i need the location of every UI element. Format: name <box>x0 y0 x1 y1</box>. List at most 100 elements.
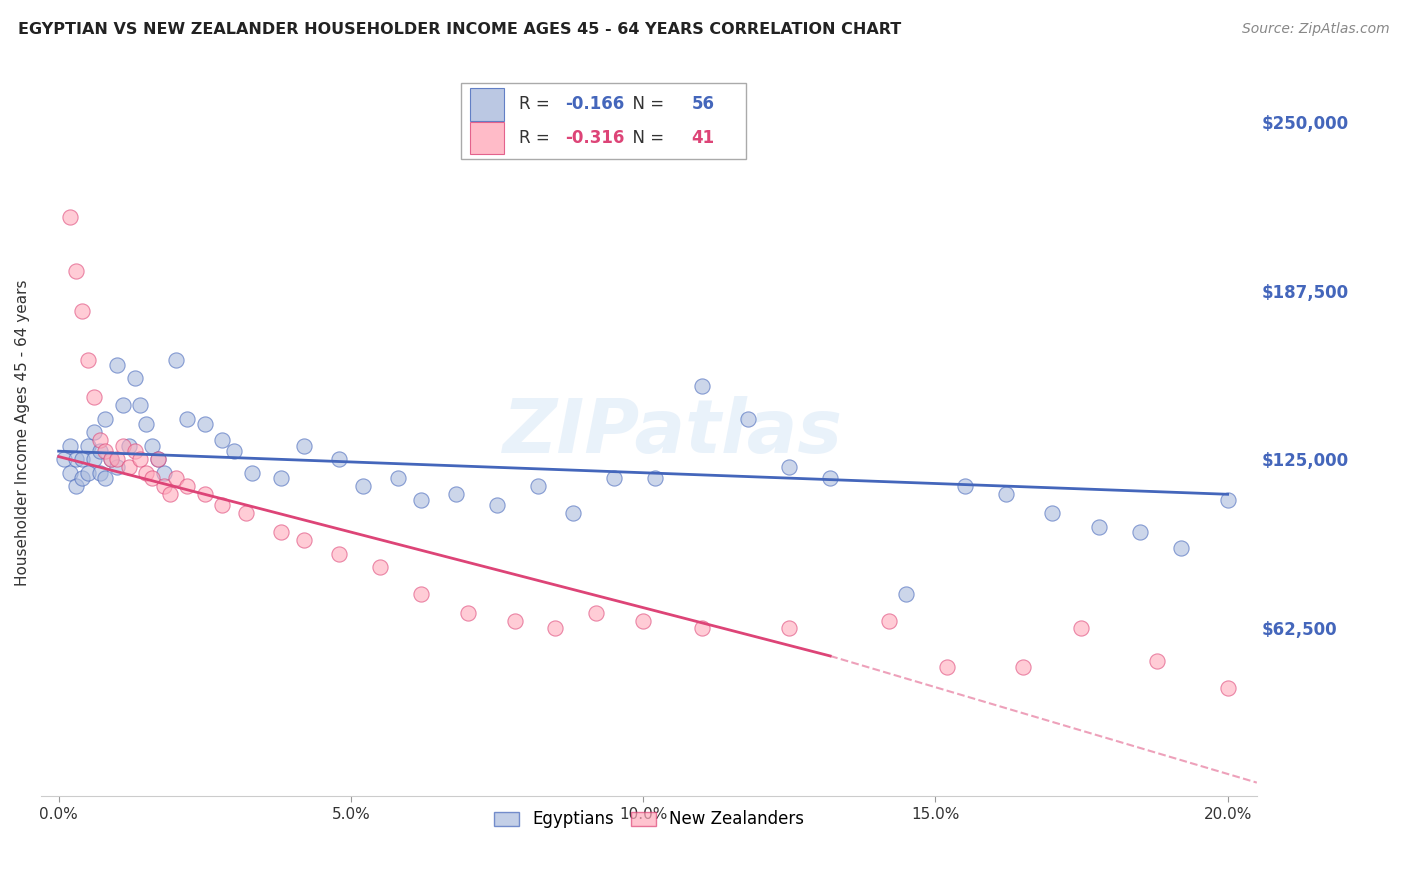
Point <box>141 471 163 485</box>
Text: 56: 56 <box>692 95 714 113</box>
Point <box>76 352 98 367</box>
Text: R =: R = <box>519 95 555 113</box>
Text: -0.166: -0.166 <box>565 95 624 113</box>
Point <box>135 417 157 432</box>
Point <box>1012 659 1035 673</box>
Point <box>818 471 841 485</box>
Point <box>485 498 508 512</box>
Point <box>105 358 128 372</box>
Point <box>1040 506 1063 520</box>
Point <box>76 466 98 480</box>
Text: 41: 41 <box>692 129 714 147</box>
Point <box>544 621 567 635</box>
Point <box>936 659 959 673</box>
Point <box>165 352 187 367</box>
Point <box>1146 654 1168 668</box>
Point <box>83 390 105 404</box>
Point <box>146 452 169 467</box>
Point <box>89 444 111 458</box>
Point <box>111 398 134 412</box>
Point <box>1088 519 1111 533</box>
Point <box>877 614 900 628</box>
Point <box>100 452 122 467</box>
FancyBboxPatch shape <box>461 83 747 160</box>
Point <box>527 479 550 493</box>
Point <box>83 425 105 440</box>
Point <box>70 304 93 318</box>
Point <box>503 614 526 628</box>
Point <box>409 492 432 507</box>
Point <box>94 444 117 458</box>
Point <box>690 621 713 635</box>
Point <box>211 434 233 448</box>
Point <box>211 498 233 512</box>
Text: N =: N = <box>623 129 669 147</box>
Point <box>153 466 176 480</box>
Point <box>118 460 141 475</box>
Text: EGYPTIAN VS NEW ZEALANDER HOUSEHOLDER INCOME AGES 45 - 64 YEARS CORRELATION CHAR: EGYPTIAN VS NEW ZEALANDER HOUSEHOLDER IN… <box>18 22 901 37</box>
Point <box>65 479 87 493</box>
Point <box>644 471 666 485</box>
Point <box>118 439 141 453</box>
Point <box>105 460 128 475</box>
Point <box>1170 541 1192 556</box>
Point <box>59 210 82 224</box>
Point <box>352 479 374 493</box>
Point <box>124 371 146 385</box>
Point <box>194 487 217 501</box>
Point <box>59 466 82 480</box>
Point <box>70 452 93 467</box>
Point <box>76 439 98 453</box>
Point <box>1216 681 1239 696</box>
Point <box>94 412 117 426</box>
Point <box>70 471 93 485</box>
Point <box>603 471 626 485</box>
Point <box>444 487 467 501</box>
Text: N =: N = <box>623 95 669 113</box>
Point <box>690 379 713 393</box>
Point <box>141 439 163 453</box>
Point <box>737 412 759 426</box>
Point <box>146 452 169 467</box>
Point <box>1070 621 1092 635</box>
Point <box>89 434 111 448</box>
Point <box>778 460 800 475</box>
Point <box>328 452 350 467</box>
Point <box>159 487 181 501</box>
Point <box>585 606 607 620</box>
Point <box>94 471 117 485</box>
Point <box>89 466 111 480</box>
Text: ZIPatlas: ZIPatlas <box>503 396 844 469</box>
FancyBboxPatch shape <box>470 121 505 154</box>
Point <box>165 471 187 485</box>
Point <box>153 479 176 493</box>
Point <box>124 444 146 458</box>
Text: Source: ZipAtlas.com: Source: ZipAtlas.com <box>1241 22 1389 37</box>
Point <box>111 439 134 453</box>
Point <box>1129 524 1152 539</box>
Point <box>59 439 82 453</box>
Point <box>129 452 152 467</box>
FancyBboxPatch shape <box>470 88 505 120</box>
Point <box>328 547 350 561</box>
Point <box>292 533 315 547</box>
Text: R =: R = <box>519 129 555 147</box>
Point <box>100 452 122 467</box>
Point <box>994 487 1017 501</box>
Point <box>83 452 105 467</box>
Point <box>368 560 391 574</box>
Point <box>778 621 800 635</box>
Legend: Egyptians, New Zealanders: Egyptians, New Zealanders <box>488 804 811 835</box>
Point <box>129 398 152 412</box>
Point <box>135 466 157 480</box>
Point <box>1216 492 1239 507</box>
Point <box>105 452 128 467</box>
Point <box>235 506 257 520</box>
Point <box>194 417 217 432</box>
Point <box>270 471 292 485</box>
Point <box>631 614 654 628</box>
Point <box>562 506 585 520</box>
Point <box>457 606 479 620</box>
Point <box>53 452 76 467</box>
Point <box>292 439 315 453</box>
